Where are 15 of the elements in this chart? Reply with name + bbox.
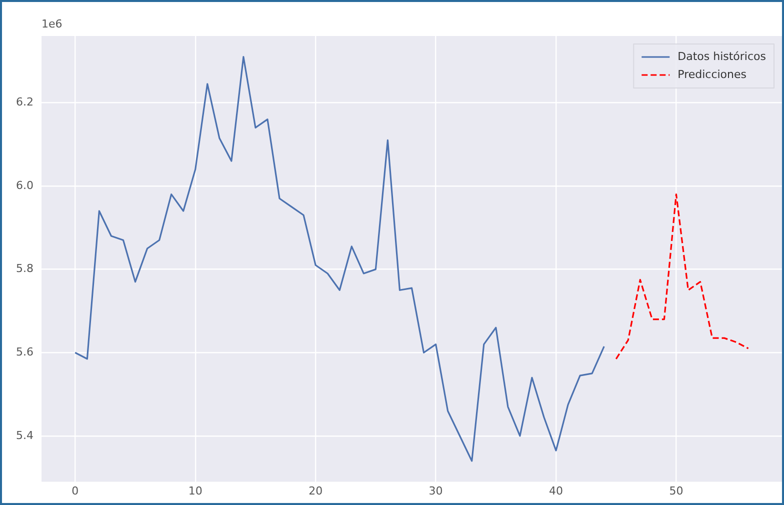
y-tick-label: 5.8 — [16, 262, 34, 276]
x-tick-label: 20 — [308, 484, 323, 498]
y-tick-label: 6.0 — [16, 178, 34, 192]
legend-label: Predicciones — [678, 68, 747, 81]
x-tick-label: 0 — [72, 484, 79, 498]
x-tick-label: 30 — [428, 484, 443, 498]
y-tick-label: 5.4 — [16, 428, 34, 442]
line-series — [615, 194, 750, 360]
y-tick-label: 5.6 — [16, 346, 34, 358]
text: 1e6 — [41, 17, 62, 30]
x-tick-label: 50 — [669, 484, 684, 498]
legend-label: Datos históricos — [678, 50, 766, 63]
x-tick-label: 40 — [549, 484, 563, 498]
x-tick-label: 10 — [188, 484, 202, 498]
y-tick-label: 6.2 — [16, 96, 34, 109]
